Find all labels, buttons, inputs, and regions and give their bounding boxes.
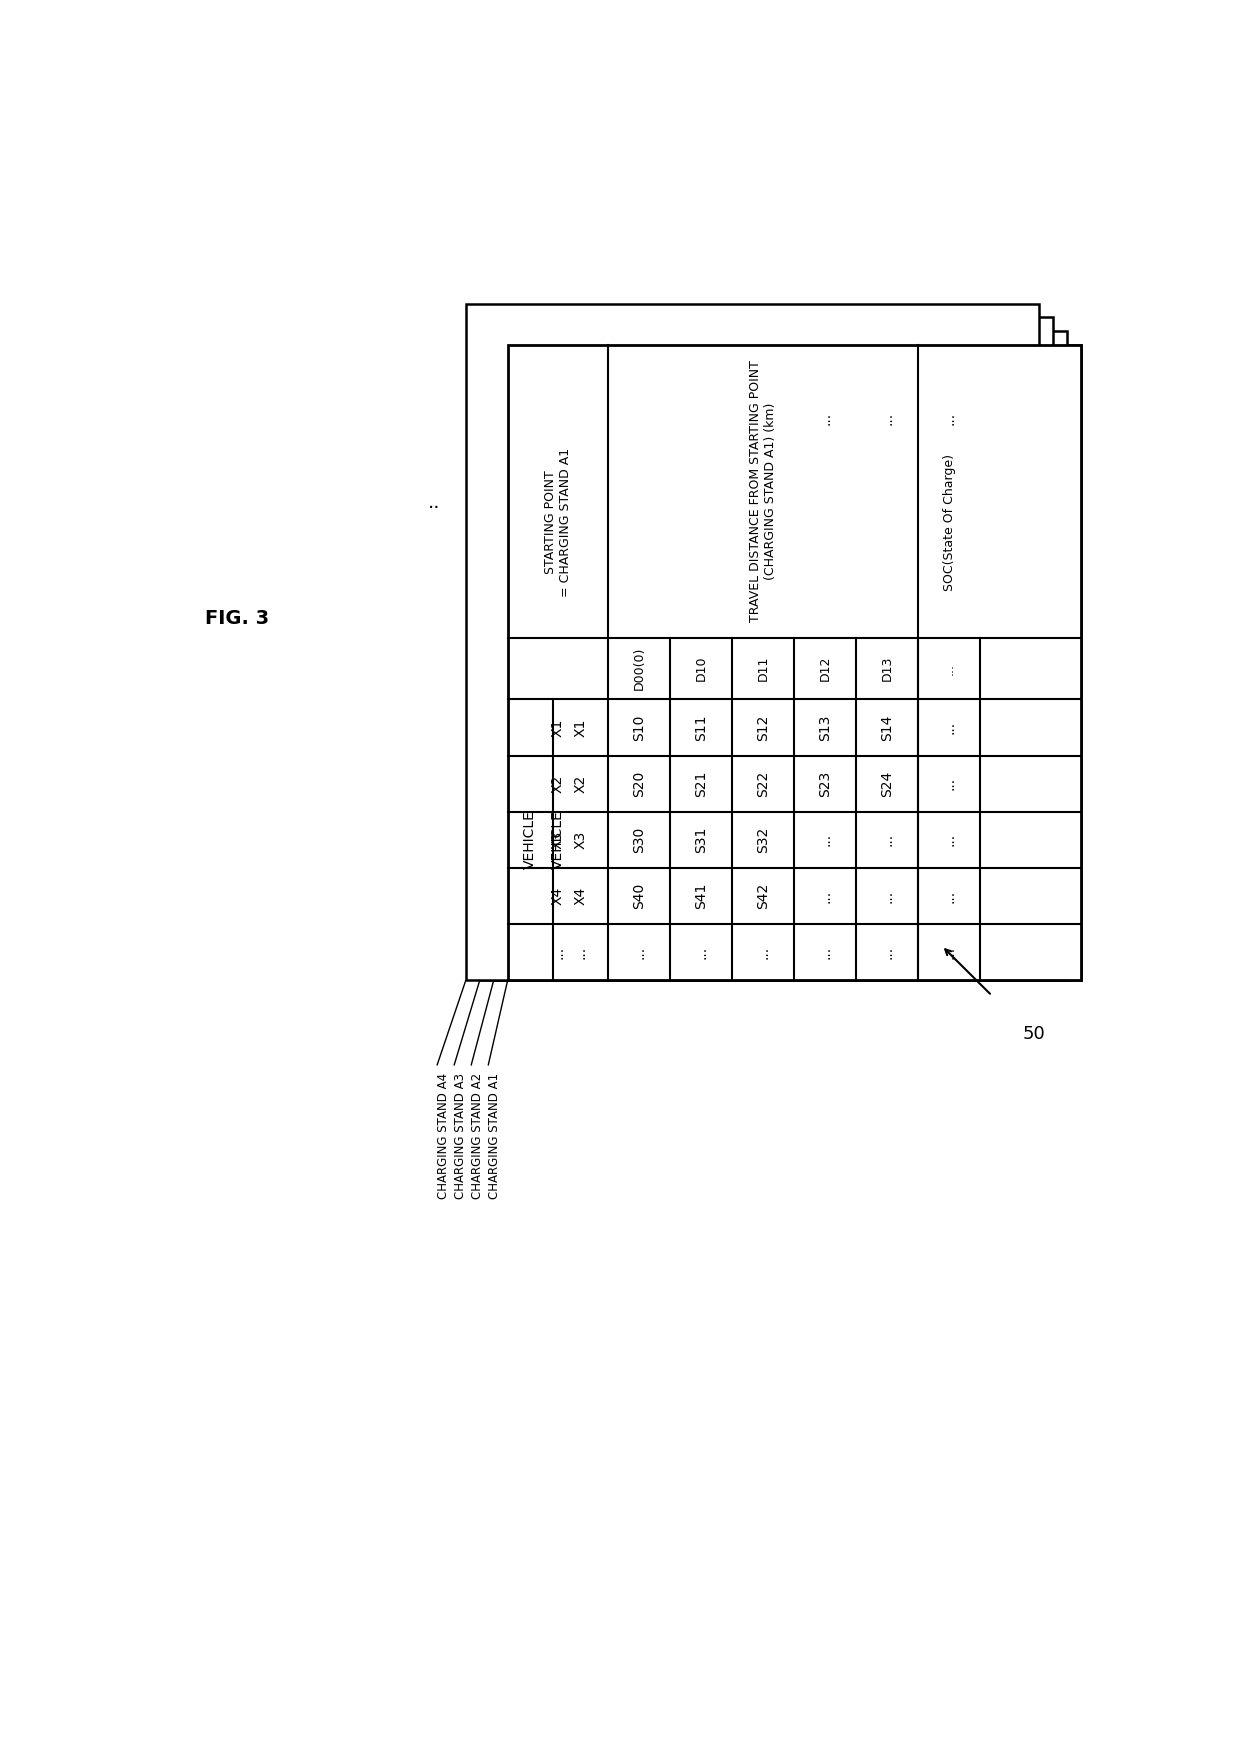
Text: X2: X2 <box>574 775 588 792</box>
Text: ...: ... <box>694 945 708 959</box>
Text: ...: ... <box>880 833 894 847</box>
Text: CHARGING STAND A1: CHARGING STAND A1 <box>489 1073 501 1199</box>
Text: D12: D12 <box>818 656 832 682</box>
Text: S32: S32 <box>756 827 770 854</box>
Bar <box>494 331 1068 980</box>
Text: CHARGING STAND A2: CHARGING STAND A2 <box>471 1073 484 1199</box>
Text: D00(0): D00(0) <box>632 647 646 691</box>
Text: 50: 50 <box>1023 1026 1045 1043</box>
Text: VEHICLE: VEHICLE <box>551 810 565 869</box>
Text: X2: X2 <box>551 775 565 792</box>
Text: ...: ... <box>818 889 832 903</box>
Text: ...: ... <box>942 412 956 424</box>
Text: TRAVEL DISTANCE FROM STARTING POINT
(CHARGING STAND A1) (km): TRAVEL DISTANCE FROM STARTING POINT (CHA… <box>749 361 777 622</box>
Text: S42: S42 <box>756 884 770 910</box>
Text: ...: ... <box>818 412 832 424</box>
Text: S14: S14 <box>880 713 894 740</box>
Bar <box>507 345 1081 980</box>
Text: D10: D10 <box>694 656 708 682</box>
Text: X4: X4 <box>551 887 565 905</box>
Text: S11: S11 <box>694 713 708 742</box>
Text: X1: X1 <box>551 719 565 736</box>
Text: ...: ... <box>942 777 956 791</box>
Bar <box>507 345 1081 980</box>
Text: CHARGING STAND A3: CHARGING STAND A3 <box>454 1073 467 1199</box>
Text: ...: ... <box>818 833 832 847</box>
Text: D11: D11 <box>756 656 770 682</box>
Text: S13: S13 <box>818 713 832 740</box>
Text: X1: X1 <box>574 719 588 736</box>
Text: S12: S12 <box>756 713 770 740</box>
Text: S10: S10 <box>632 713 646 740</box>
Text: D13: D13 <box>880 656 894 682</box>
Text: ...: ... <box>632 945 646 959</box>
Text: STARTING POINT
= CHARGING STAND A1: STARTING POINT = CHARGING STAND A1 <box>544 447 572 596</box>
Text: ...: ... <box>880 889 894 903</box>
Text: ..: .. <box>428 493 440 512</box>
Text: VEHICLE: VEHICLE <box>523 810 537 869</box>
Text: ...: ... <box>880 412 894 424</box>
Text: S23: S23 <box>818 771 832 798</box>
Text: S24: S24 <box>880 771 894 798</box>
Text: ...: ... <box>942 720 956 735</box>
Text: S20: S20 <box>632 771 646 798</box>
Text: X3: X3 <box>551 831 565 848</box>
Text: ...: ... <box>942 945 956 959</box>
Text: ...: ... <box>818 945 832 959</box>
Text: SOC(State Of Charge): SOC(State Of Charge) <box>942 454 956 591</box>
Text: S22: S22 <box>756 771 770 798</box>
Text: ...: ... <box>551 945 565 959</box>
Text: S31: S31 <box>694 827 708 854</box>
Text: ...: ... <box>574 945 588 959</box>
Text: ...: ... <box>880 945 894 959</box>
Text: ...: ... <box>942 663 956 675</box>
Bar <box>480 317 1053 980</box>
Text: X4: X4 <box>574 887 588 905</box>
Text: S30: S30 <box>632 827 646 854</box>
Text: S41: S41 <box>694 884 708 910</box>
Text: S40: S40 <box>632 884 646 910</box>
Text: CHARGING STAND A4: CHARGING STAND A4 <box>438 1073 450 1199</box>
Text: ...: ... <box>942 889 956 903</box>
Text: S21: S21 <box>694 770 708 798</box>
Bar <box>466 303 1039 980</box>
Text: ...: ... <box>756 945 770 959</box>
Text: FIG. 3: FIG. 3 <box>206 608 269 628</box>
Text: ...: ... <box>942 833 956 847</box>
Text: X3: X3 <box>574 831 588 848</box>
